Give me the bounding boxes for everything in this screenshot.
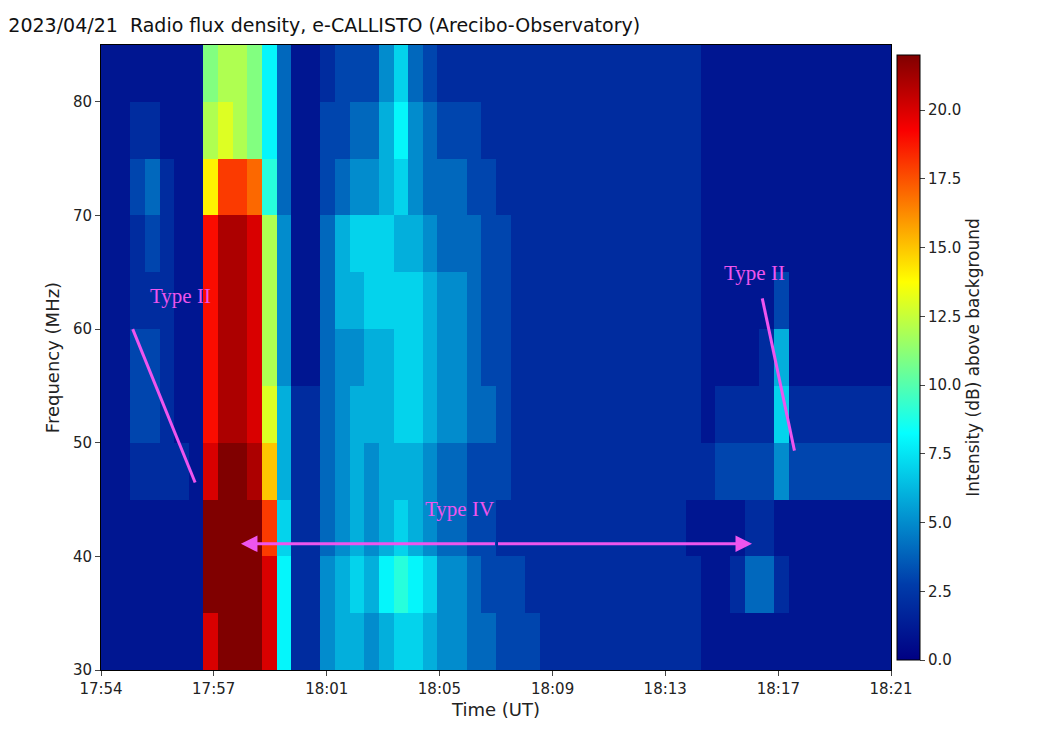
- svg-text:18:17: 18:17: [757, 680, 800, 698]
- svg-text:0.0: 0.0: [928, 651, 952, 669]
- svg-text:Intensity (dB) above backgroun: Intensity (dB) above background: [963, 218, 983, 497]
- svg-text:2.5: 2.5: [928, 583, 952, 601]
- svg-text:12.5: 12.5: [928, 308, 961, 326]
- svg-text:Type IV: Type IV: [425, 497, 494, 521]
- svg-text:10.0: 10.0: [928, 376, 961, 394]
- svg-text:5.0: 5.0: [928, 514, 952, 532]
- svg-text:20.0: 20.0: [928, 101, 961, 119]
- svg-text:17.5: 17.5: [928, 170, 961, 188]
- svg-text:Time (UT): Time (UT): [451, 699, 540, 720]
- svg-text:18:13: 18:13: [644, 680, 687, 698]
- svg-text:60: 60: [73, 320, 92, 338]
- svg-text:2023/04/21 Radio flux density: 2023/04/21 Radio flux density, e-CALLIST…: [8, 14, 640, 36]
- svg-text:18:21: 18:21: [869, 680, 912, 698]
- svg-text:7.5: 7.5: [928, 445, 952, 463]
- svg-text:Type II: Type II: [724, 261, 785, 285]
- svg-text:30: 30: [73, 661, 92, 679]
- svg-text:17:54: 17:54: [79, 680, 122, 698]
- svg-text:80: 80: [73, 93, 92, 111]
- svg-text:17:57: 17:57: [192, 680, 235, 698]
- svg-text:15.0: 15.0: [928, 239, 961, 257]
- svg-text:18:05: 18:05: [418, 680, 461, 698]
- svg-text:Type II: Type II: [150, 284, 211, 308]
- svg-text:70: 70: [73, 207, 92, 225]
- svg-text:Frequency (MHz): Frequency (MHz): [42, 282, 63, 433]
- svg-text:40: 40: [73, 548, 92, 566]
- svg-text:18:01: 18:01: [305, 680, 348, 698]
- svg-text:18:09: 18:09: [531, 680, 574, 698]
- svg-text:50: 50: [73, 434, 92, 452]
